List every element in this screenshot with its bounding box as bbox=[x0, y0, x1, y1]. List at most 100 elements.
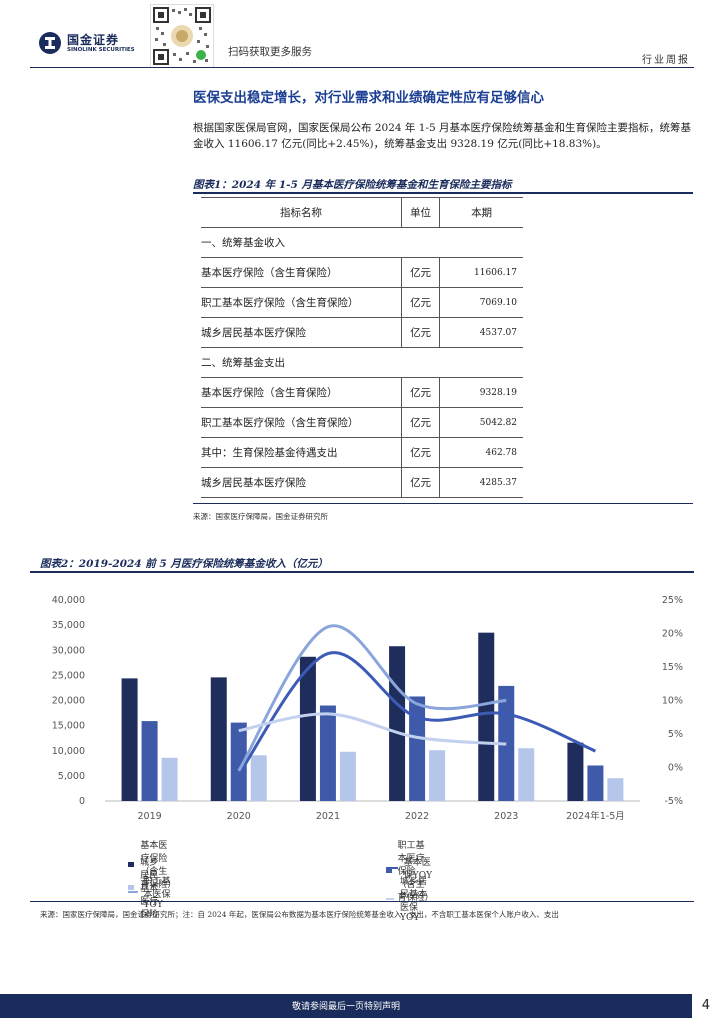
y-right-tick-label: -5% bbox=[665, 796, 684, 807]
logo-en-text: SINOLINK SECURITIES bbox=[67, 46, 135, 53]
figure1-source: 来源：国家医疗保障局，国金证券研究所 bbox=[193, 512, 328, 521]
table-header-row: 指标名称 单位 本期 bbox=[201, 197, 523, 228]
y-left-tick-label: 20,000 bbox=[52, 696, 85, 707]
bar-resident bbox=[607, 778, 624, 801]
table-row: 职工基本医疗保险（含生育保险） 亿元 7069.10 bbox=[201, 287, 523, 318]
figure2-title-rule bbox=[30, 571, 694, 573]
table-row: 城乡居民基本医疗保险 亿元 4537.07 bbox=[201, 317, 523, 348]
table-row: 职工基本医疗保险（含生育保险） 亿元 5042.82 bbox=[201, 407, 523, 438]
indicator-name: 职工基本医疗保险（含生育保险） bbox=[201, 287, 402, 318]
indicator-unit: 亿元 bbox=[401, 287, 440, 318]
y-right-tick-label: 20% bbox=[662, 629, 683, 640]
table-row: 基本医疗保险（含生育保险） 亿元 9328.19 bbox=[201, 377, 523, 408]
indicator-unit: 亿元 bbox=[401, 317, 440, 348]
indicator-value: 4537.07 bbox=[439, 317, 523, 348]
indicator-name: 城乡居民基本医疗保险 bbox=[201, 317, 402, 348]
body-paragraph: 根据国家医保局官网，国家医保局公布 2024 年 1-5 月基本医疗保险统筹基金… bbox=[193, 122, 691, 150]
indicator-table: 指标名称 单位 本期 一、统筹基金收入 基本医疗保险（含生育保险） 亿元 11606.… bbox=[201, 197, 523, 498]
page-number: 4 bbox=[701, 998, 710, 1013]
indicator-value: 11606.17 bbox=[439, 257, 523, 288]
report-type: 行业周报 bbox=[642, 55, 690, 66]
indicator-unit: 亿元 bbox=[401, 437, 440, 468]
figure2-bottom-rule bbox=[30, 901, 694, 902]
table-row: 一、统筹基金收入 bbox=[201, 227, 523, 258]
x-tick-label: 2022 bbox=[405, 811, 429, 822]
legend-item: 城乡居民基本医疗保险 bbox=[128, 855, 165, 920]
legend-label: 基本医疗保险（含生育保险） bbox=[140, 841, 177, 890]
company-logo: 国金证券 SINOLINK SECURITIES bbox=[38, 28, 138, 58]
legend-label: 职工基本医保YOY bbox=[143, 877, 171, 910]
y-left-tick-label: 30,000 bbox=[52, 645, 85, 656]
legend-item: 基本医保YOY bbox=[386, 855, 433, 881]
legend-label: 城乡居民基本医疗保险 bbox=[140, 858, 159, 920]
indicator-unit: 亿元 bbox=[401, 467, 440, 498]
indicator-value: 9328.19 bbox=[439, 377, 523, 408]
indicator-value: 5042.82 bbox=[439, 407, 523, 438]
line-employee-yoy bbox=[237, 624, 507, 772]
legend-swatch bbox=[128, 861, 135, 867]
income-chart: 0 5,000 10,000 15,000 20,000 25,000 30,000 35,0… bbox=[52, 595, 684, 822]
bar-resident bbox=[518, 748, 535, 801]
section-title: 医保支出稳定增长，对行业需求和业绩确定性应有足够信心 bbox=[193, 90, 544, 106]
header-unit: 单位 bbox=[401, 197, 440, 228]
table-row: 二、统筹基金支出 bbox=[201, 347, 523, 378]
figure2-source: 来源：国家医疗保障局，国金证券研究所；注：自 2024 年起，医保局公布数据为基… bbox=[40, 910, 559, 919]
bar-basic bbox=[567, 742, 584, 801]
section-cell: 二、统筹基金支出 bbox=[201, 347, 523, 378]
figure1-title: 图表1：2024 年 1-5 月基本医疗保险统筹基金和生育保险主要指标 bbox=[193, 179, 512, 191]
header-divider bbox=[30, 67, 694, 68]
indicator-name: 城乡居民基本医疗保险 bbox=[201, 467, 402, 498]
legend-swatch bbox=[386, 897, 395, 900]
bar-resident bbox=[429, 750, 446, 801]
footer-bar bbox=[0, 994, 692, 1018]
y-left-tick-label: 0 bbox=[79, 796, 85, 807]
indicator-name: 基本医疗保险（含生育保险） bbox=[201, 377, 402, 408]
bar-employee bbox=[409, 696, 426, 801]
line-basic-yoy bbox=[237, 651, 596, 776]
y-right-tick-label: 0% bbox=[668, 763, 683, 774]
bar-basic bbox=[389, 646, 406, 801]
indicator-value: 7069.10 bbox=[439, 287, 523, 318]
table-row: 城乡居民基本医疗保险 亿元 4285.37 bbox=[201, 467, 523, 498]
bar-resident bbox=[250, 755, 267, 801]
indicator-unit: 亿元 bbox=[401, 407, 440, 438]
y-left-tick-label: 35,000 bbox=[52, 620, 85, 631]
x-tick-label: 2020 bbox=[227, 811, 251, 822]
bar-employee bbox=[230, 722, 247, 801]
y-right-tick-label: 15% bbox=[662, 662, 683, 673]
bar-employee bbox=[319, 705, 336, 801]
table-row: 其中：生育保险基金待遇支出 亿元 462.78 bbox=[201, 437, 523, 468]
legend-swatch bbox=[128, 891, 138, 893]
legend-item: 职工基本医保YOY bbox=[128, 874, 175, 910]
header-value: 本期 bbox=[439, 197, 523, 228]
figure1-bottom-rule bbox=[193, 503, 693, 504]
section-cell: 一、统筹基金收入 bbox=[201, 227, 523, 258]
bar-basic bbox=[210, 677, 227, 801]
scan-service-text: 扫码获取更多服务 bbox=[228, 46, 312, 58]
logo-mark-icon bbox=[38, 31, 62, 55]
x-tick-label: 2021 bbox=[316, 811, 340, 822]
y-right-tick-label: 5% bbox=[668, 729, 683, 740]
bar-employee bbox=[587, 765, 604, 801]
figure1-title-rule bbox=[193, 192, 693, 194]
legend-label: 职工基本医疗保险（含生育保险） bbox=[397, 841, 434, 903]
line-resident-yoy bbox=[238, 712, 507, 746]
legend-swatch bbox=[386, 867, 398, 869]
logo-cn-text: 国金证券 bbox=[67, 32, 120, 47]
indicator-name: 其中：生育保险基金待遇支出 bbox=[201, 437, 402, 468]
figure2-title: 图表2：2019-2024 前 5 月医疗保险统筹基金收入（亿元） bbox=[40, 558, 328, 570]
indicator-unit: 亿元 bbox=[401, 257, 440, 288]
legend-label: 基本医保YOY bbox=[403, 858, 433, 881]
legend-item: 城乡居民基本医保YOY bbox=[386, 874, 433, 923]
indicator-value: 4285.37 bbox=[439, 467, 523, 498]
x-tick-label: 2023 bbox=[494, 811, 518, 822]
y-left-tick-label: 15,000 bbox=[52, 721, 85, 732]
y-left-tick-label: 5,000 bbox=[58, 771, 85, 782]
y-left-tick-label: 25,000 bbox=[52, 670, 85, 681]
x-tick-label: 2024年1-5月 bbox=[566, 810, 625, 822]
y-left-tick-label: 40,000 bbox=[52, 595, 85, 606]
legend-label: 城乡居民基本医保YOY bbox=[400, 877, 428, 923]
indicator-unit: 亿元 bbox=[401, 377, 440, 408]
y-left-tick-label: 10,000 bbox=[52, 746, 85, 757]
legend-item: 职工基本医疗保险（含生育保险） bbox=[386, 838, 434, 903]
